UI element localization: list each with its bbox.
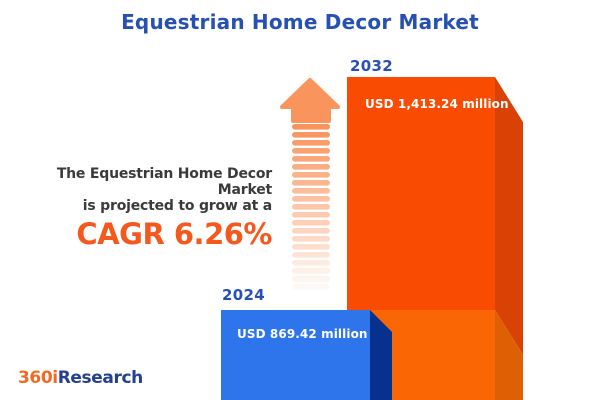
arrow-stripe (292, 252, 330, 258)
arrow-stripe (292, 132, 330, 138)
arrow-stripe (292, 172, 330, 178)
arrow-stripe (292, 188, 330, 194)
logo-360i: 360i (18, 368, 58, 388)
bar-2024-side (370, 310, 392, 400)
arrow-stripe (292, 268, 330, 274)
arrow-stripe (292, 260, 330, 266)
arrow-stripe (292, 212, 330, 218)
arrow-stripe (292, 156, 330, 162)
bar-value-label-2032: USD 1,413.24 million (365, 97, 509, 111)
bar-2032-side-lower (495, 310, 523, 400)
arrow-stripe (292, 276, 330, 282)
growth-arrow-stripes (292, 124, 330, 290)
bar-2024 (221, 310, 392, 400)
growth-annotation: The Equestrian Home Decor Market is proj… (0, 166, 273, 251)
arrow-stripe (292, 196, 330, 202)
year-label-2032: 2032 (350, 57, 393, 75)
arrow-stripe (292, 236, 330, 242)
bar-2032-side-upper (495, 77, 523, 355)
arrow-stripe (292, 180, 330, 186)
growth-arrow-icon (280, 78, 340, 290)
bar-2024-face (221, 310, 370, 400)
arrow-stripe (292, 148, 330, 154)
bar-value-label-2024: USD 869.42 million (237, 327, 368, 341)
arrow-stripe (292, 244, 330, 250)
arrow-stripe (292, 140, 330, 146)
growth-arrow-head (280, 78, 340, 123)
year-label-2024: 2024 (222, 286, 265, 304)
arrow-stripe (292, 124, 330, 130)
annotation-line1: The Equestrian Home Decor Market (56, 166, 272, 198)
annotation-line2: is projected to grow at a (82, 198, 272, 214)
arrow-stripe (292, 204, 330, 210)
logo-research: Research (57, 368, 144, 388)
logo: 360iResearch (18, 368, 143, 388)
arrow-stripe (292, 220, 330, 226)
arrow-stripe (292, 164, 330, 170)
bar-2032-face-upper (347, 77, 495, 310)
page-title: Equestrian Home Decor Market (121, 10, 479, 34)
arrow-stripe (292, 284, 330, 290)
arrow-stripe (292, 228, 330, 234)
cagr-text: CAGR 6.26% (76, 217, 272, 251)
